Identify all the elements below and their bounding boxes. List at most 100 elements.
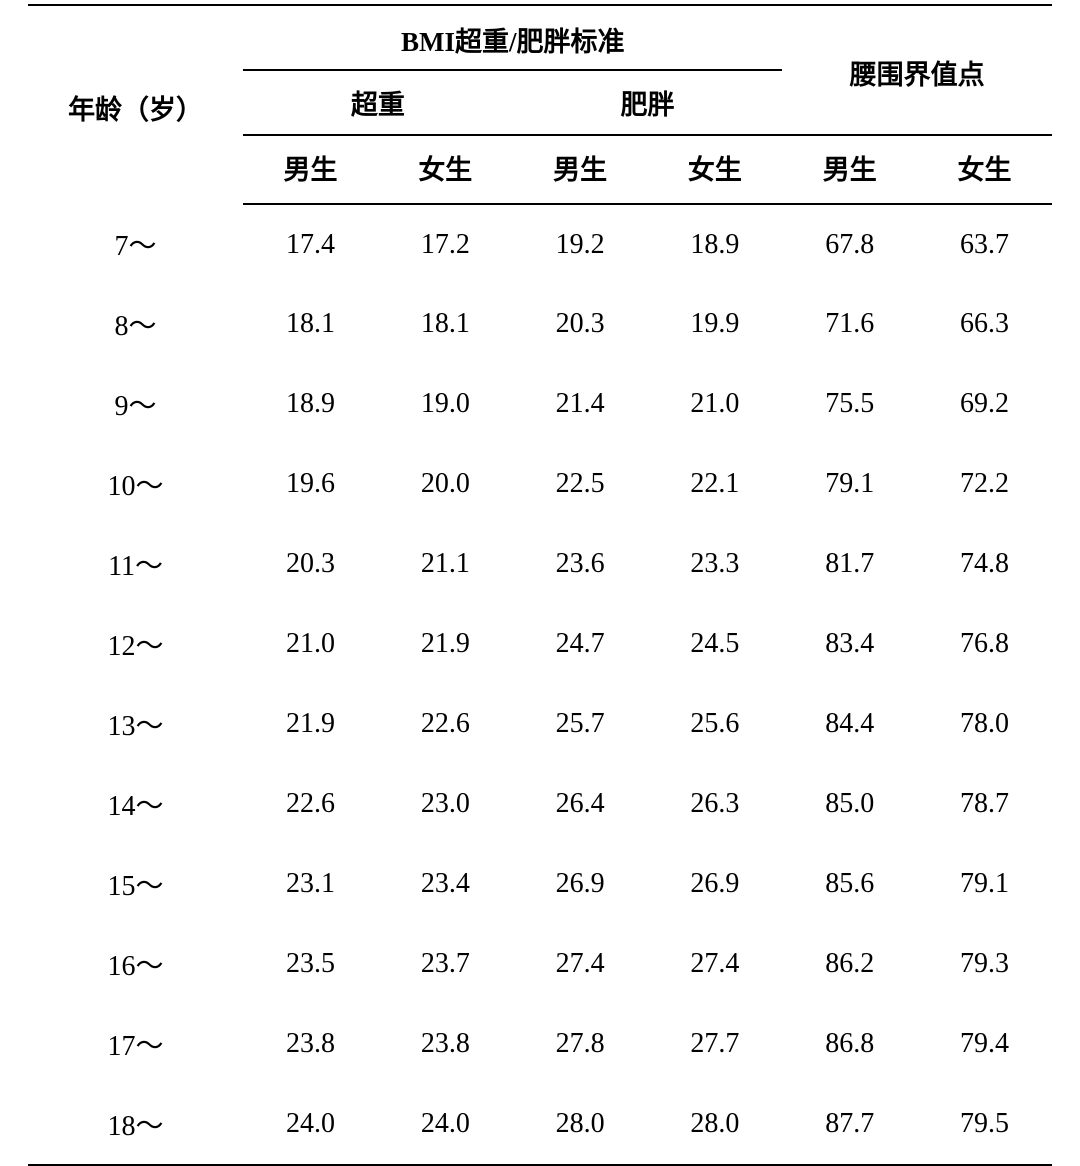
cell-overweight-female: 22.6 — [378, 684, 513, 764]
cell-overweight-female: 21.1 — [378, 524, 513, 604]
table-header: 年龄（岁） BMI超重/肥胖标准 腰围界值点 超重 肥胖 男生 女生 男生 女生… — [28, 5, 1052, 204]
cell-overweight-female: 20.0 — [378, 444, 513, 524]
cell-age: 18～ — [28, 1084, 243, 1165]
cell-waist-female: 66.3 — [917, 284, 1052, 364]
cell-waist-female: 79.5 — [917, 1084, 1052, 1165]
cell-waist-male: 85.0 — [782, 764, 917, 844]
col-overweight-female: 女生 — [378, 135, 513, 204]
cell-obese-female: 26.3 — [648, 764, 783, 844]
cell-obese-male: 23.6 — [513, 524, 648, 604]
col-waist-male: 男生 — [782, 135, 917, 204]
cell-age: 11～ — [28, 524, 243, 604]
table-row: 16～23.523.727.427.486.279.3 — [28, 924, 1052, 1004]
cell-overweight-female: 18.1 — [378, 284, 513, 364]
cell-obese-female: 27.7 — [648, 1004, 783, 1084]
table-row: 7～17.417.219.218.967.863.7 — [28, 204, 1052, 284]
table-row: 10～19.620.022.522.179.172.2 — [28, 444, 1052, 524]
cell-obese-female: 26.9 — [648, 844, 783, 924]
cell-waist-female: 78.0 — [917, 684, 1052, 764]
cell-obese-male: 19.2 — [513, 204, 648, 284]
cell-obese-female: 18.9 — [648, 204, 783, 284]
cell-age: 7～ — [28, 204, 243, 284]
cell-waist-male: 85.6 — [782, 844, 917, 924]
cell-overweight-male: 24.0 — [243, 1084, 378, 1165]
col-waist-header: 腰围界值点 — [782, 5, 1052, 135]
cell-obese-male: 26.9 — [513, 844, 648, 924]
cell-age: 12～ — [28, 604, 243, 684]
table-row: 11～20.321.123.623.381.774.8 — [28, 524, 1052, 604]
cell-overweight-male: 23.1 — [243, 844, 378, 924]
table-row: 13～21.922.625.725.684.478.0 — [28, 684, 1052, 764]
cell-waist-male: 71.6 — [782, 284, 917, 364]
col-obese-header: 肥胖 — [513, 70, 783, 135]
cell-overweight-female: 23.7 — [378, 924, 513, 1004]
cell-waist-female: 74.8 — [917, 524, 1052, 604]
cell-overweight-female: 23.4 — [378, 844, 513, 924]
cell-obese-female: 22.1 — [648, 444, 783, 524]
cell-obese-female: 19.9 — [648, 284, 783, 364]
cell-age: 16～ — [28, 924, 243, 1004]
col-age-header: 年龄（岁） — [28, 5, 243, 204]
cell-obese-female: 23.3 — [648, 524, 783, 604]
cell-waist-female: 79.4 — [917, 1004, 1052, 1084]
cell-obese-female: 24.5 — [648, 604, 783, 684]
cell-waist-female: 69.2 — [917, 364, 1052, 444]
table-row: 14～22.623.026.426.385.078.7 — [28, 764, 1052, 844]
cell-waist-male: 87.7 — [782, 1084, 917, 1165]
cell-overweight-female: 24.0 — [378, 1084, 513, 1165]
cell-waist-male: 67.8 — [782, 204, 917, 284]
cell-overweight-male: 19.6 — [243, 444, 378, 524]
cell-obese-male: 21.4 — [513, 364, 648, 444]
table-row: 8～18.118.120.319.971.666.3 — [28, 284, 1052, 364]
cell-age: 17～ — [28, 1004, 243, 1084]
cell-age: 8～ — [28, 284, 243, 364]
cell-obese-male: 28.0 — [513, 1084, 648, 1165]
cell-age: 14～ — [28, 764, 243, 844]
col-obese-female: 女生 — [648, 135, 783, 204]
table-row: 18～24.024.028.028.087.779.5 — [28, 1084, 1052, 1165]
cell-overweight-male: 21.0 — [243, 604, 378, 684]
table-body: 7～17.417.219.218.967.863.78～18.118.120.3… — [28, 204, 1052, 1165]
cell-obese-female: 27.4 — [648, 924, 783, 1004]
table-row: 9～18.919.021.421.075.569.2 — [28, 364, 1052, 444]
cell-obese-male: 22.5 — [513, 444, 648, 524]
cell-waist-female: 79.3 — [917, 924, 1052, 1004]
cell-overweight-male: 22.6 — [243, 764, 378, 844]
bmi-waist-table: 年龄（岁） BMI超重/肥胖标准 腰围界值点 超重 肥胖 男生 女生 男生 女生… — [28, 4, 1052, 1166]
cell-obese-female: 25.6 — [648, 684, 783, 764]
cell-obese-male: 27.4 — [513, 924, 648, 1004]
cell-waist-female: 79.1 — [917, 844, 1052, 924]
cell-obese-male: 27.8 — [513, 1004, 648, 1084]
cell-overweight-male: 20.3 — [243, 524, 378, 604]
cell-overweight-female: 17.2 — [378, 204, 513, 284]
cell-waist-female: 78.7 — [917, 764, 1052, 844]
cell-overweight-female: 23.8 — [378, 1004, 513, 1084]
cell-waist-male: 81.7 — [782, 524, 917, 604]
cell-obese-male: 20.3 — [513, 284, 648, 364]
cell-obese-female: 21.0 — [648, 364, 783, 444]
cell-waist-female: 63.7 — [917, 204, 1052, 284]
cell-waist-male: 83.4 — [782, 604, 917, 684]
cell-age: 9～ — [28, 364, 243, 444]
col-bmi-group-header: BMI超重/肥胖标准 — [243, 5, 782, 70]
col-overweight-male: 男生 — [243, 135, 378, 204]
cell-overweight-female: 21.9 — [378, 604, 513, 684]
col-waist-female: 女生 — [917, 135, 1052, 204]
cell-obese-male: 25.7 — [513, 684, 648, 764]
cell-waist-male: 84.4 — [782, 684, 917, 764]
cell-overweight-male: 17.4 — [243, 204, 378, 284]
cell-waist-male: 75.5 — [782, 364, 917, 444]
cell-waist-male: 86.2 — [782, 924, 917, 1004]
cell-overweight-female: 23.0 — [378, 764, 513, 844]
cell-overweight-female: 19.0 — [378, 364, 513, 444]
table-row: 17～23.823.827.827.786.879.4 — [28, 1004, 1052, 1084]
cell-obese-male: 24.7 — [513, 604, 648, 684]
cell-overweight-male: 23.5 — [243, 924, 378, 1004]
table-row: 12～21.021.924.724.583.476.8 — [28, 604, 1052, 684]
cell-overweight-male: 18.9 — [243, 364, 378, 444]
col-overweight-header: 超重 — [243, 70, 513, 135]
cell-overweight-male: 23.8 — [243, 1004, 378, 1084]
cell-waist-female: 72.2 — [917, 444, 1052, 524]
cell-age: 13～ — [28, 684, 243, 764]
cell-obese-female: 28.0 — [648, 1084, 783, 1165]
